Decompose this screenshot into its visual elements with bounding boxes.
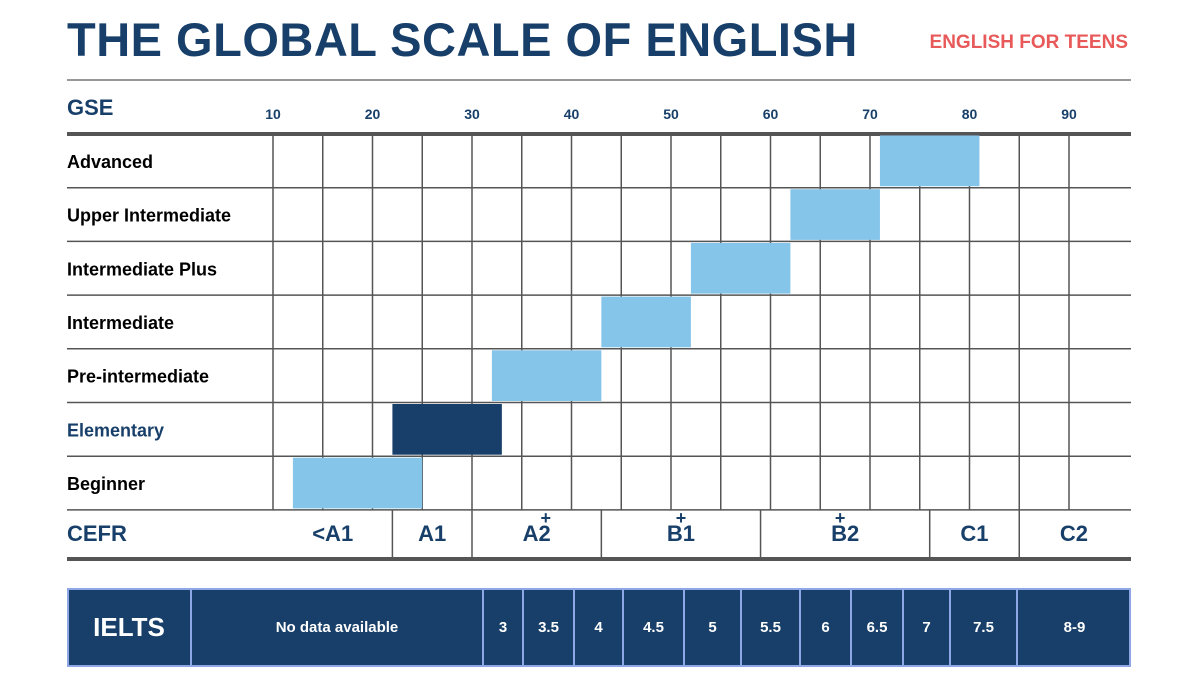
level-bar (491, 350, 602, 401)
gse-axis-label: GSE (67, 95, 113, 120)
ielts-table: IELTS No data available 3 3.5 4 4.5 5 5.5 6 6.5 7… (67, 588, 1131, 667)
level-label: Advanced (67, 152, 153, 172)
x-tick-label: 30 (464, 106, 480, 122)
ielts-cell: 7 (902, 590, 949, 665)
cefr-band-label: A1 (418, 521, 446, 546)
level-bar (790, 189, 880, 240)
ielts-cell: No data available (190, 590, 482, 665)
level-bar (292, 457, 423, 509)
x-tick-label: 40 (564, 106, 580, 122)
ielts-cell: 3 (482, 590, 522, 665)
cefr-band-label: B1 (667, 521, 695, 546)
level-bar (392, 404, 502, 455)
level-bar (690, 242, 791, 294)
cefr-plus-marker: + (540, 508, 551, 528)
ielts-cell: 5.5 (740, 590, 799, 665)
ielts-cell: 4 (573, 590, 622, 665)
page-title: THE GLOBAL SCALE OF ENGLISH (67, 13, 858, 66)
ielts-cell: 6.5 (850, 590, 902, 665)
level-label: Elementary (67, 420, 164, 440)
ielts-cell: 5 (683, 590, 740, 665)
cefr-band-label: <A1 (312, 521, 353, 546)
level-label: Intermediate (67, 313, 174, 333)
x-tick-label: 60 (763, 106, 779, 122)
x-tick-label: 80 (962, 106, 978, 122)
level-label: Intermediate Plus (67, 259, 217, 279)
page-subtitle: ENGLISH FOR TEENS (929, 32, 1128, 53)
cefr-band-label: A2 (523, 521, 551, 546)
cefr-band-label: C1 (960, 521, 988, 546)
x-tick-label: 50 (663, 106, 679, 122)
x-tick-label: 90 (1061, 106, 1077, 122)
ielts-cell: 4.5 (622, 590, 683, 665)
ielts-cell: 8-9 (1016, 590, 1131, 665)
level-bar (601, 296, 691, 348)
ielts-cell: 6 (799, 590, 850, 665)
cefr-plus-marker: + (835, 508, 846, 528)
x-tick-label: 20 (365, 106, 381, 122)
cefr-band-label: B2 (831, 521, 859, 546)
x-tick-label: 70 (862, 106, 878, 122)
level-label: Pre-intermediate (67, 367, 209, 387)
level-label: Beginner (67, 474, 145, 494)
cefr-plus-marker: + (676, 508, 687, 528)
cefr-axis-label: CEFR (67, 521, 127, 546)
x-tick-label: 10 (265, 106, 281, 122)
level-bar (879, 135, 980, 187)
cefr-band-label: C2 (1060, 521, 1088, 546)
level-label: Upper Intermediate (67, 206, 231, 226)
ielts-label: IELTS (93, 612, 165, 642)
gse-chart: GSE 10 20 30 40 50 60 70 80 90 Advanced Upper Inter… (67, 79, 1131, 561)
ielts-cell: 3.5 (522, 590, 573, 665)
ielts-cell: 7.5 (949, 590, 1016, 665)
